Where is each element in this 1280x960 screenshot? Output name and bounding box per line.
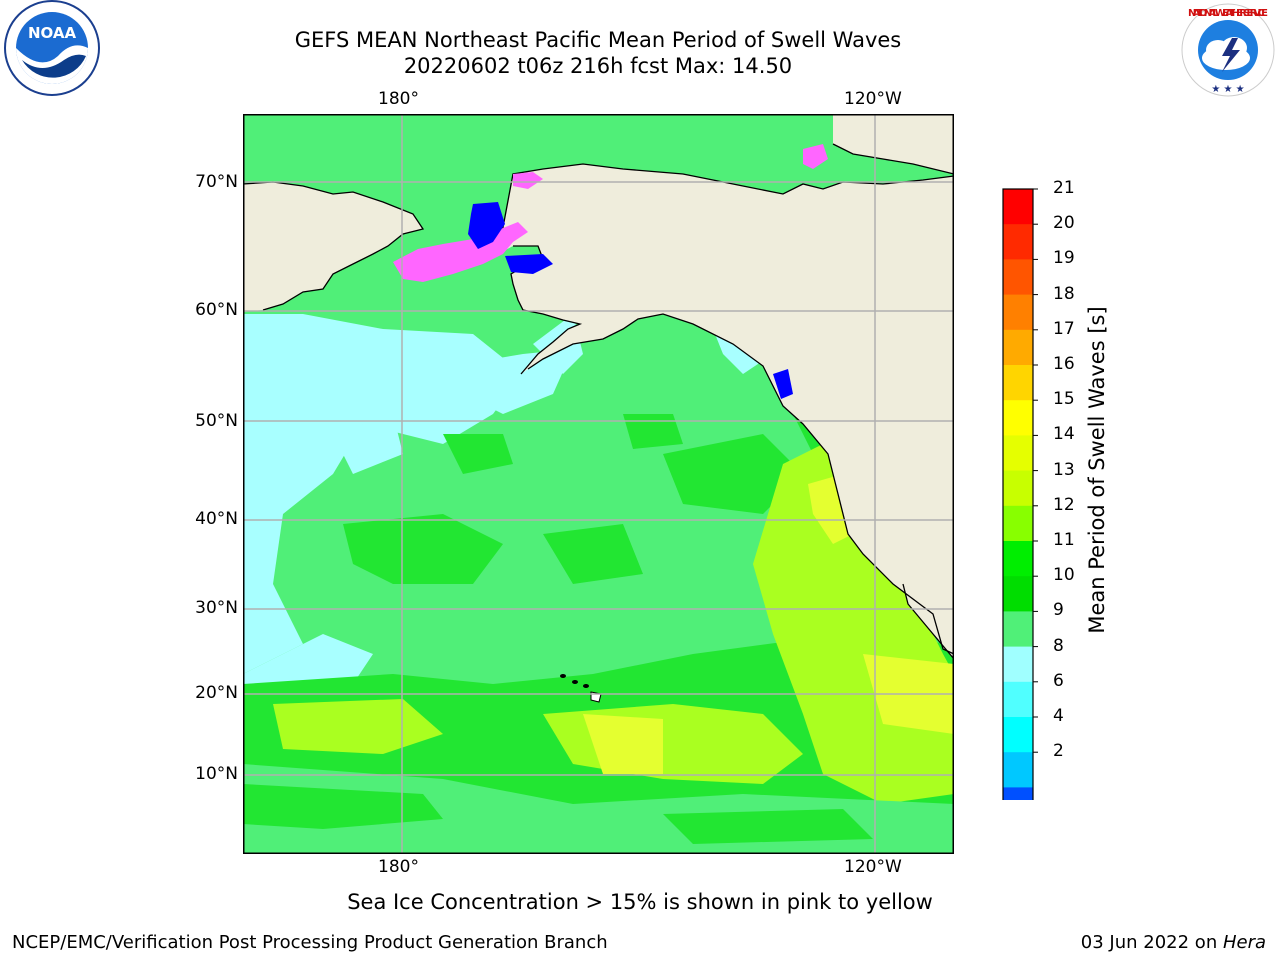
colorbar-tick-label: 21 [1053, 178, 1075, 198]
land-alaska [498, 164, 954, 654]
noaa-logo-text: NOAA [28, 24, 77, 42]
lon-label-bottom-120w: 120°W [844, 857, 902, 877]
colorbar-tick-label: 15 [1053, 389, 1075, 410]
lat-label-70n: 70°N [195, 172, 238, 192]
colorbar-segment [1003, 646, 1033, 683]
colorbar-tick-label: 4 [1053, 706, 1064, 726]
lat-label-40n: 40°N [195, 509, 238, 529]
colorbar-segment [1003, 435, 1033, 472]
lat-label-50n: 50°N [195, 411, 238, 431]
colorbar-segment [1003, 189, 1033, 225]
swell-period-map [243, 114, 954, 854]
colorbar-tick-label: 12 [1053, 494, 1075, 515]
colorbar-tick-label: 14 [1053, 424, 1075, 445]
colorbar-segment [1003, 365, 1033, 401]
footer-date-text: 03 Jun 2022 on [1080, 932, 1223, 953]
colorbar [990, 180, 1110, 851]
colorbar-segment [1003, 717, 1033, 753]
colorbar-segment [1003, 400, 1033, 436]
nws-logo: NATIONAL WEATHER SERVICE ★ ★ ★ [1178, 0, 1278, 100]
colorbar-segment [1003, 611, 1033, 648]
colorbar-tick-label: 13 [1053, 459, 1075, 480]
colorbar-tick-label: 18 [1053, 283, 1075, 304]
colorbar-segment [1003, 470, 1033, 507]
lat-label-30n: 30°N [195, 598, 238, 618]
footer-host: Hera [1222, 932, 1266, 953]
nws-logo-text: NATIONAL WEATHER SERVICE [1188, 8, 1268, 19]
colorbar-tick-label: 2 [1053, 741, 1064, 762]
colorbar-tick-label: 10 [1053, 565, 1075, 586]
colorbar-segment [1003, 224, 1033, 260]
colorbar-tick-label: 20 [1053, 213, 1075, 234]
colorbar-label: Mean Period of Swell Waves [s] [1085, 306, 1109, 634]
lat-label-10n: 10°N [195, 764, 238, 784]
colorbar-tick-label: 9 [1053, 600, 1064, 621]
noaa-logo: NOAA [2, 0, 102, 100]
lat-label-60n: 60°N [195, 300, 238, 320]
colorbar-tick-label: 8 [1053, 635, 1064, 656]
footer-credit: NCEP/EMC/Verification Post Processing Pr… [12, 932, 608, 953]
colorbar-tick-label: 19 [1053, 248, 1075, 269]
colorbar-tick-label: 11 [1053, 530, 1075, 550]
lon-label-top-180: 180° [378, 89, 419, 109]
map-title: GEFS MEAN Northeast Pacific Mean Period … [294, 28, 902, 52]
colorbar-segment [1003, 752, 1033, 788]
colorbar-tick-label: 6 [1053, 670, 1064, 691]
footer-date: 03 Jun 2022 on Hera [1081, 932, 1266, 953]
colorbar-segment [1003, 681, 1033, 718]
colorbar-segment [1003, 294, 1033, 331]
colorbar-segment [1003, 505, 1033, 542]
map-subtitle-forecast: 20220602 t06z 216h fcst Max: 14.50 [403, 54, 793, 78]
colorbar-segment [1003, 787, 1033, 824]
colorbar-segment [1003, 541, 1033, 577]
colorbar-segment [1003, 329, 1033, 366]
colorbar-tick-label: 16 [1053, 354, 1075, 374]
colorbar-segment [1003, 259, 1033, 296]
sea-ice-note: Sea Ice Concentration > 15% is shown in … [347, 890, 933, 914]
colorbar-segment [1003, 576, 1033, 612]
colorbar-tick-label: 17 [1053, 318, 1075, 339]
lat-label-20n: 20°N [195, 683, 238, 703]
lon-label-top-120w: 120°W [844, 89, 902, 109]
svg-text:★ ★ ★: ★ ★ ★ [1211, 84, 1244, 95]
short-period-region [243, 314, 523, 674]
lon-label-bottom-180: 180° [378, 857, 419, 877]
